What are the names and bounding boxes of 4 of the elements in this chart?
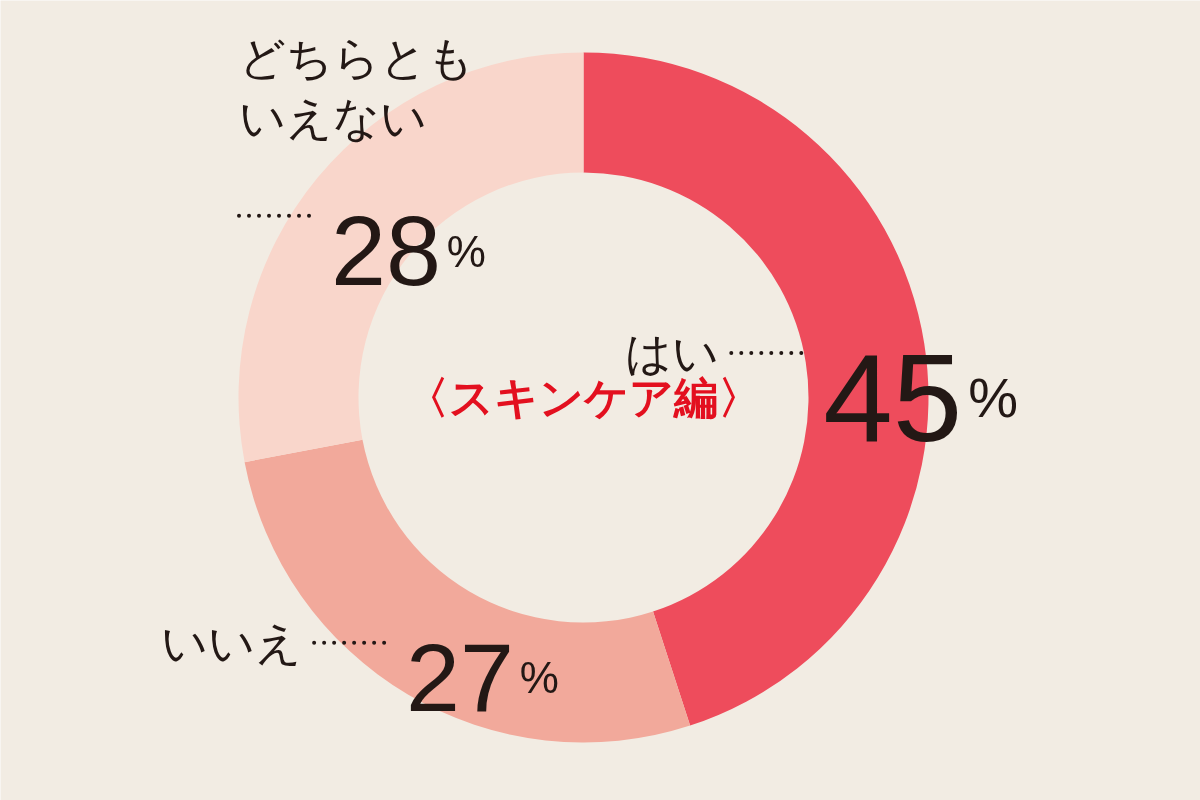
slice-label: いいえ [161,615,303,670]
slice-label: どちらともいえない [239,31,475,146]
data-label: 27% [406,623,559,733]
data-label: 28% [331,195,486,307]
